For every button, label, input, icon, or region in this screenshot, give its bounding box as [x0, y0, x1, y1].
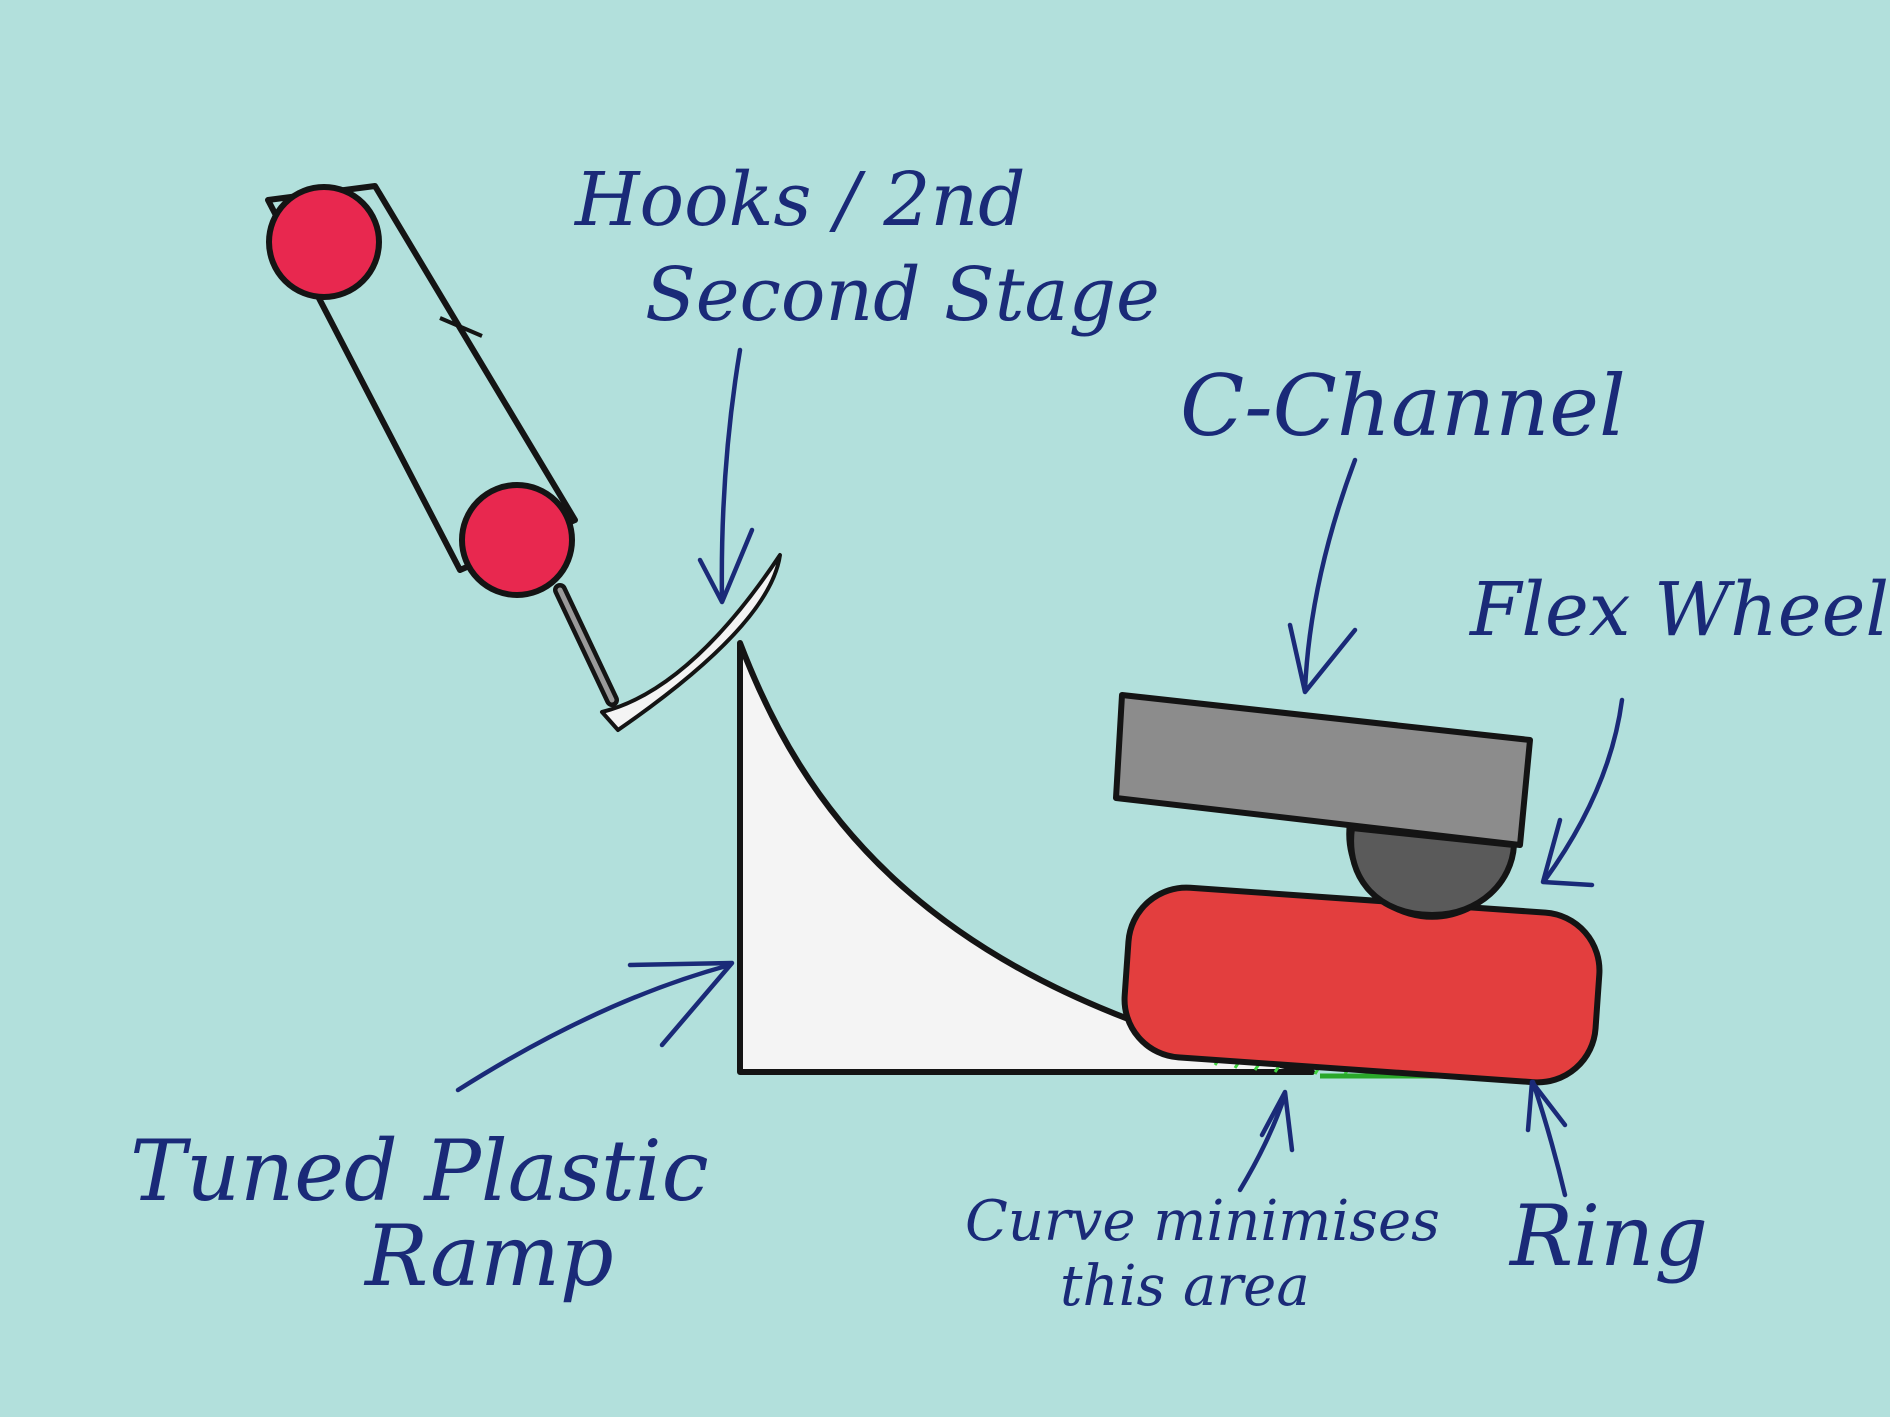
belt-mark — [439, 316, 483, 338]
arrow-shaft — [1530, 1079, 1568, 1198]
arrow-head — [1287, 622, 1358, 695]
arrow-shaft — [455, 962, 733, 1093]
arrow-shaft — [1237, 1092, 1288, 1193]
arrow-shaft — [719, 347, 743, 603]
arrow-flex-wheel — [1540, 697, 1625, 888]
arrow-head — [1259, 1089, 1295, 1153]
arrow-ramp — [455, 960, 735, 1093]
label-ramp-line1: Tuned Plastic — [130, 1122, 709, 1220]
label-ramp-line2: Ramp — [363, 1207, 614, 1305]
bottom-roller — [459, 482, 575, 598]
arrow-curve — [1237, 1089, 1295, 1193]
flex-wheel-body — [1348, 825, 1517, 918]
hook — [600, 553, 782, 732]
ring — [1121, 884, 1603, 1086]
c-channel — [1113, 692, 1533, 848]
top-roller — [266, 184, 382, 300]
label-flex-wheel: Flex Wheel — [1468, 567, 1889, 653]
label-ring: Ring — [1508, 1187, 1708, 1285]
label-curve-line1: Curve minimises — [965, 1189, 1440, 1254]
arm-shaft-highlight — [557, 587, 615, 703]
arrow-head — [1540, 817, 1595, 888]
arrow-shaft — [1542, 697, 1625, 883]
arrow-ring — [1525, 1079, 1568, 1198]
arrow-c-channel — [1287, 457, 1358, 695]
label-hooks: Hooks / 2nd — [573, 157, 1026, 243]
arrow-shaft — [1302, 457, 1358, 693]
arrow-head — [627, 960, 735, 1048]
label-second-stage: Second Stage — [645, 252, 1160, 338]
label-c-channel: C-Channel — [1180, 357, 1626, 455]
arrow-hooks — [697, 347, 755, 605]
intake-arm — [265, 183, 619, 707]
arrow-head — [1525, 1079, 1568, 1133]
arrow-head — [697, 527, 755, 605]
label-curve-line2: this area — [1060, 1254, 1310, 1319]
